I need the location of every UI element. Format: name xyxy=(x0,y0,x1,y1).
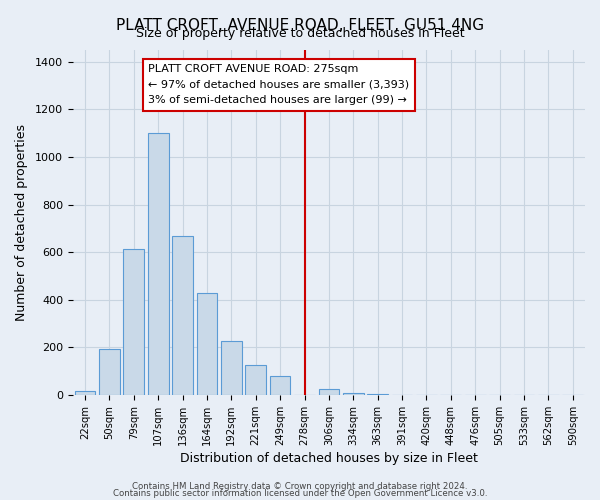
Y-axis label: Number of detached properties: Number of detached properties xyxy=(15,124,28,321)
Bar xyxy=(148,134,169,395)
Text: Size of property relative to detached houses in Fleet: Size of property relative to detached ho… xyxy=(136,28,464,40)
Bar xyxy=(74,392,95,395)
Text: Contains HM Land Registry data © Crown copyright and database right 2024.: Contains HM Land Registry data © Crown c… xyxy=(132,482,468,491)
Bar xyxy=(270,376,290,395)
Bar xyxy=(99,348,120,395)
Text: PLATT CROFT AVENUE ROAD: 275sqm
← 97% of detached houses are smaller (3,393)
3% : PLATT CROFT AVENUE ROAD: 275sqm ← 97% of… xyxy=(148,64,410,106)
Bar xyxy=(172,236,193,395)
Bar xyxy=(343,392,364,395)
Bar xyxy=(124,248,144,395)
Bar xyxy=(367,394,388,395)
Bar xyxy=(245,365,266,395)
Bar xyxy=(319,389,339,395)
Bar xyxy=(221,342,242,395)
Bar xyxy=(197,292,217,395)
Text: PLATT CROFT, AVENUE ROAD, FLEET, GU51 4NG: PLATT CROFT, AVENUE ROAD, FLEET, GU51 4N… xyxy=(116,18,484,32)
X-axis label: Distribution of detached houses by size in Fleet: Distribution of detached houses by size … xyxy=(180,452,478,465)
Text: Contains public sector information licensed under the Open Government Licence v3: Contains public sector information licen… xyxy=(113,489,487,498)
